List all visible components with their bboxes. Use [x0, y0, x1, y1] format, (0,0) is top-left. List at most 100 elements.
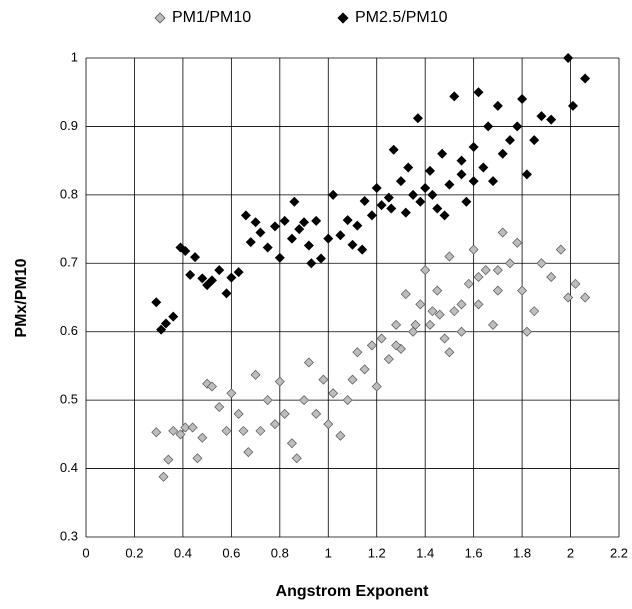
point — [359, 196, 370, 207]
point — [214, 265, 225, 276]
point — [408, 189, 419, 200]
point — [420, 265, 431, 276]
point — [555, 244, 566, 255]
point — [366, 340, 377, 351]
point — [425, 319, 436, 330]
point — [468, 141, 479, 152]
point — [347, 374, 358, 385]
legend-marker — [337, 12, 349, 24]
point — [206, 275, 217, 286]
point — [262, 242, 273, 253]
legend-label: PM1/PM10 — [172, 9, 251, 26]
point — [185, 269, 196, 280]
y-tick-label: 0.4 — [60, 460, 78, 475]
point — [328, 388, 339, 399]
point — [376, 333, 387, 344]
point — [299, 395, 310, 406]
y-tick-label: 1 — [71, 49, 78, 64]
point — [546, 114, 557, 125]
point — [536, 111, 547, 122]
point — [439, 210, 450, 221]
point — [444, 251, 455, 262]
point — [512, 121, 523, 132]
point — [352, 347, 363, 358]
point — [463, 278, 474, 289]
point — [517, 285, 528, 296]
point — [444, 347, 455, 358]
point — [226, 388, 237, 399]
point — [323, 419, 334, 430]
point — [233, 267, 244, 278]
point — [456, 155, 467, 166]
x-tick-label: 0 — [82, 545, 89, 560]
point — [160, 318, 171, 329]
point — [456, 326, 467, 337]
point — [359, 364, 370, 375]
point — [536, 258, 547, 269]
point — [335, 230, 346, 241]
point — [303, 240, 314, 251]
point — [480, 265, 491, 276]
y-axis-title: PMx/PM10 — [13, 258, 30, 337]
point — [488, 176, 499, 187]
point — [279, 408, 290, 419]
point — [529, 135, 540, 146]
point — [517, 94, 528, 105]
point — [449, 91, 460, 102]
point — [342, 215, 353, 226]
point — [206, 381, 217, 392]
point — [473, 299, 484, 310]
point — [444, 179, 455, 190]
y-tick-label: 0.8 — [60, 186, 78, 201]
point — [488, 319, 499, 330]
point — [371, 381, 382, 392]
point — [521, 169, 532, 180]
point — [388, 144, 399, 155]
point — [403, 162, 414, 173]
point — [395, 176, 406, 187]
point — [187, 422, 198, 433]
y-tick-label: 0.9 — [60, 118, 78, 133]
point — [323, 233, 334, 244]
point — [570, 278, 581, 289]
point — [294, 224, 305, 235]
point — [221, 288, 232, 299]
point — [328, 189, 339, 200]
point — [192, 453, 203, 464]
point — [386, 203, 397, 214]
point — [180, 245, 191, 256]
point — [497, 148, 508, 159]
x-tick-label: 0.2 — [125, 545, 143, 560]
point — [286, 233, 297, 244]
point — [238, 425, 249, 436]
point — [352, 220, 363, 231]
point — [250, 217, 261, 228]
x-tick-label: 1.6 — [465, 545, 483, 560]
point — [279, 215, 290, 226]
point — [240, 210, 251, 221]
point — [434, 309, 445, 320]
point — [274, 252, 285, 263]
point — [221, 425, 232, 436]
point — [163, 454, 174, 465]
point — [439, 333, 450, 344]
x-tick-label: 0.8 — [271, 545, 289, 560]
point — [383, 192, 394, 203]
point — [504, 258, 515, 269]
point — [226, 272, 237, 283]
point — [286, 438, 297, 449]
point — [168, 425, 179, 436]
x-tick-label: 0.6 — [222, 545, 240, 560]
point — [461, 196, 472, 207]
x-tick-label: 1.4 — [416, 545, 434, 560]
point — [347, 239, 358, 250]
point — [151, 427, 162, 438]
point — [318, 374, 329, 385]
point — [410, 319, 421, 330]
point — [427, 306, 438, 317]
point — [255, 425, 266, 436]
x-axis-title: Angstrom Exponent — [276, 583, 430, 600]
point — [342, 395, 353, 406]
point — [492, 265, 503, 276]
